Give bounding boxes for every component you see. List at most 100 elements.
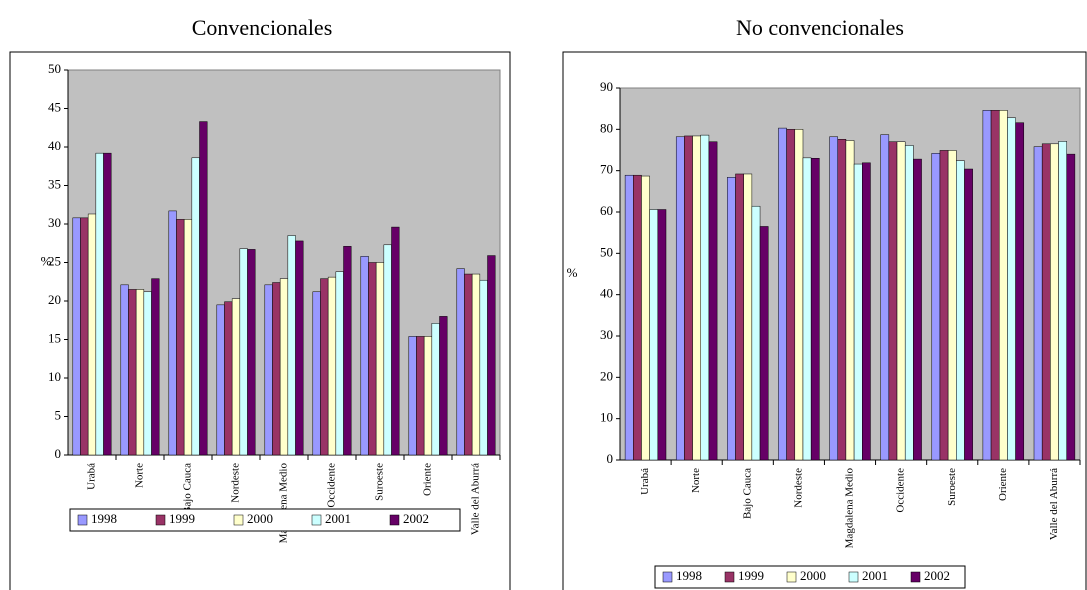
bar bbox=[408, 336, 417, 456]
y-axis-label: % bbox=[567, 265, 578, 280]
legend-label: 2002 bbox=[403, 511, 429, 526]
bar bbox=[247, 249, 256, 456]
x-tick-label: Norte bbox=[690, 468, 702, 493]
y-tick-label: 50 bbox=[600, 244, 613, 259]
bar bbox=[168, 210, 177, 456]
bar bbox=[471, 273, 481, 456]
bar bbox=[759, 226, 769, 461]
bar bbox=[327, 276, 337, 456]
bar bbox=[837, 139, 847, 461]
bar bbox=[964, 168, 973, 461]
y-tick-label: 45 bbox=[48, 99, 61, 114]
legend-label: 1999 bbox=[738, 568, 764, 583]
legend-swatch bbox=[77, 514, 88, 526]
y-tick-label: 20 bbox=[48, 292, 61, 307]
bar bbox=[279, 278, 289, 456]
bar bbox=[264, 284, 273, 456]
legend-label: 1998 bbox=[91, 511, 117, 526]
legend-swatch bbox=[233, 514, 244, 526]
bar bbox=[335, 271, 344, 456]
bar bbox=[939, 150, 949, 461]
chart-title: No convencionales bbox=[736, 15, 904, 40]
bar bbox=[641, 175, 650, 461]
legend-label: 2000 bbox=[800, 568, 826, 583]
x-tick-label: Nordeste bbox=[230, 463, 242, 503]
x-tick-label: Occidente bbox=[895, 468, 907, 513]
legend-swatch bbox=[848, 571, 859, 583]
x-tick-label: Suroeste bbox=[374, 463, 386, 501]
bar bbox=[191, 157, 200, 456]
bar bbox=[727, 177, 736, 461]
x-tick-label: Nordeste bbox=[792, 468, 804, 508]
bar bbox=[1066, 153, 1076, 461]
legend-swatch bbox=[155, 514, 166, 526]
bar bbox=[1050, 143, 1059, 461]
bar bbox=[649, 209, 659, 461]
bar bbox=[735, 173, 744, 461]
bar bbox=[829, 136, 838, 461]
x-tick-label: Bajo Cauca bbox=[741, 468, 753, 519]
x-tick-label: Suroeste bbox=[946, 468, 958, 506]
bar bbox=[880, 134, 890, 461]
y-tick-label: 70 bbox=[600, 162, 613, 177]
x-tick-label: Urabá bbox=[86, 463, 98, 490]
bar bbox=[904, 145, 914, 461]
y-tick-label: 60 bbox=[600, 203, 613, 218]
y-tick-label: 15 bbox=[48, 330, 61, 345]
y-tick-label: 30 bbox=[600, 327, 613, 342]
bar bbox=[1033, 146, 1043, 461]
y-tick-label: 40 bbox=[600, 286, 613, 301]
bar bbox=[657, 209, 667, 461]
bar bbox=[947, 150, 957, 461]
bar bbox=[151, 278, 160, 456]
legend-swatch bbox=[786, 571, 797, 583]
bar bbox=[272, 282, 281, 456]
bar bbox=[120, 284, 129, 456]
bar bbox=[786, 129, 796, 461]
legend bbox=[654, 565, 966, 589]
bar bbox=[87, 213, 97, 456]
bar bbox=[423, 336, 433, 456]
bar bbox=[633, 174, 642, 461]
bar bbox=[624, 174, 634, 461]
bar bbox=[128, 289, 137, 456]
legend-label: 1998 bbox=[676, 568, 702, 583]
bar bbox=[416, 336, 425, 456]
legend-label: 1999 bbox=[169, 511, 195, 526]
x-tick-label: Valle del Aburrá bbox=[470, 463, 482, 535]
bar bbox=[231, 298, 241, 456]
bar bbox=[95, 152, 104, 456]
bar bbox=[312, 291, 321, 456]
y-tick-label: 30 bbox=[48, 215, 61, 230]
legend-swatch bbox=[311, 514, 322, 526]
bar bbox=[360, 256, 369, 456]
chart-title: Convencionales bbox=[192, 15, 333, 40]
bar bbox=[802, 157, 812, 461]
bar bbox=[224, 301, 233, 456]
bar bbox=[295, 240, 304, 456]
x-tick-label: Magdalena Medio bbox=[844, 468, 856, 549]
bar bbox=[708, 141, 718, 461]
bar bbox=[391, 226, 400, 456]
bar bbox=[853, 163, 863, 461]
bar bbox=[375, 262, 385, 456]
legend-swatch bbox=[389, 514, 400, 526]
legend-swatch bbox=[910, 571, 921, 583]
bar bbox=[239, 248, 248, 456]
panel bbox=[9, 51, 511, 590]
x-tick-label: Urabá bbox=[639, 468, 651, 495]
bar bbox=[464, 273, 473, 456]
bar bbox=[931, 153, 941, 461]
panel bbox=[562, 51, 1087, 590]
bar bbox=[888, 141, 898, 461]
bar bbox=[287, 235, 296, 456]
y-tick-label: 10 bbox=[48, 369, 61, 384]
x-tick-label: Valle del Aburrá bbox=[1048, 468, 1060, 540]
bar bbox=[479, 279, 488, 456]
bar bbox=[176, 219, 185, 456]
y-tick-label: 80 bbox=[600, 120, 613, 135]
y-tick-label: 35 bbox=[48, 176, 61, 191]
bar bbox=[456, 268, 465, 456]
y-tick-label: 5 bbox=[55, 407, 62, 422]
